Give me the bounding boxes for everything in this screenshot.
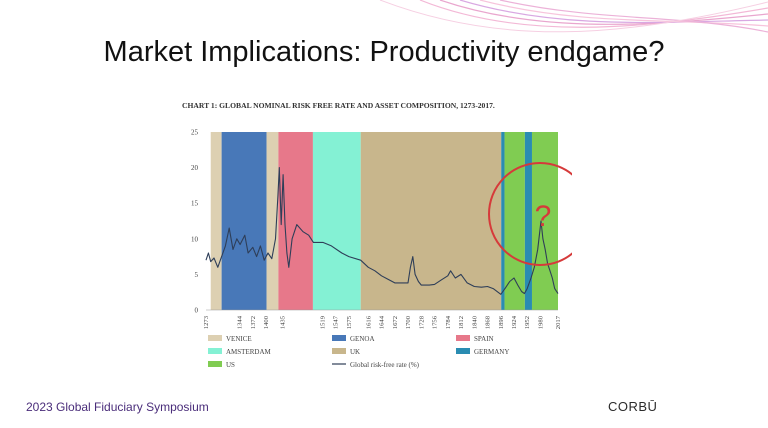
legend-label: VENICE	[226, 335, 252, 343]
x-tick-label: 1519	[319, 315, 326, 329]
x-tick-label: 1344	[237, 315, 244, 329]
chart-annotation: ?	[488, 162, 572, 266]
legend-swatch-germany	[456, 348, 470, 354]
x-tick-label: 1400	[263, 315, 270, 329]
chart-axes: 0 5 10 15 20 25 1273 1344 1372 1400 1435 1519 1547 15…	[191, 129, 562, 330]
x-tick-label: 1672	[392, 316, 399, 329]
chart-legend: VENICE GENOA SPAIN AMSTERDAM UK GERMANY US Glob…	[208, 335, 509, 369]
legend-swatch-uk	[332, 348, 346, 354]
footer-event-name: 2023 Global Fiduciary Symposium	[26, 400, 209, 414]
x-tick-label: 1273	[203, 315, 210, 329]
band-germany	[501, 132, 505, 310]
chart-bands	[206, 132, 558, 310]
x-tick-label: 1575	[346, 315, 353, 329]
highlight-circle	[488, 162, 572, 266]
band-uk	[360, 132, 502, 310]
legend-label: AMSTERDAM	[226, 348, 272, 356]
x-tick-label: 1372	[250, 316, 257, 329]
x-tick-label: 1812	[458, 316, 465, 329]
x-tick-label: 1616	[365, 315, 372, 329]
legend-label: GENOA	[350, 335, 375, 343]
legend-swatch-genoa	[332, 335, 346, 341]
x-tick-label: 1980	[537, 315, 544, 329]
y-tick-label: 10	[191, 235, 199, 243]
legend-label: GERMANY	[474, 348, 509, 356]
chart-series	[205, 167, 559, 295]
x-tick-label: 2017	[555, 315, 562, 329]
legend-label: UK	[350, 348, 360, 356]
x-tick-label: 1547	[333, 315, 340, 329]
x-tick-label: 1896	[498, 315, 505, 329]
y-tick-label: 25	[191, 129, 199, 137]
legend-swatch-amsterdam	[208, 348, 222, 354]
x-tick-label: 1868	[485, 315, 492, 329]
band-us	[531, 132, 558, 310]
series-line-risk-free-rate	[205, 167, 559, 295]
chart-title: CHART 1: GLOBAL NOMINAL RISK FREE RATE A…	[182, 101, 495, 110]
band-venice	[210, 132, 222, 310]
legend-swatch-venice	[208, 335, 222, 341]
band-germany	[524, 132, 532, 310]
slide-title: Market Implications: Productivity endgam…	[103, 36, 665, 68]
x-tick-label: 1728	[418, 315, 425, 329]
x-tick-label: 1756	[432, 315, 439, 329]
band-venice	[266, 132, 279, 310]
y-tick-label: 5	[195, 271, 199, 279]
x-tick-label: 1952	[524, 316, 531, 329]
band-genoa	[221, 132, 267, 310]
x-tick-label: 1644	[379, 315, 386, 329]
x-tick-label: 1924	[511, 315, 518, 329]
legend-label: Global risk-free rate (%)	[350, 361, 420, 369]
y-tick-label: 0	[195, 307, 199, 315]
question-mark-annotation: ?	[535, 200, 552, 233]
chart: CHART 1: GLOBAL NOMINAL RISK FREE RATE A…	[182, 101, 572, 369]
x-tick-label: 1700	[405, 315, 412, 329]
y-tick-label: 20	[191, 164, 199, 172]
band-spain	[278, 132, 313, 310]
y-tick-label: 15	[191, 200, 199, 208]
legend-swatch-us	[208, 361, 222, 367]
footer-logo: CORBŪ	[608, 399, 658, 414]
legend-label: SPAIN	[474, 335, 494, 343]
legend-label: US	[226, 361, 235, 369]
legend-swatch-spain	[456, 335, 470, 341]
band-amsterdam	[312, 132, 361, 310]
x-tick-label: 1840	[471, 315, 478, 329]
decorative-swirl-banner	[379, 0, 768, 33]
x-tick-label: 1435	[280, 315, 287, 329]
x-tick-label: 1784	[445, 315, 452, 329]
band-us	[504, 132, 525, 310]
